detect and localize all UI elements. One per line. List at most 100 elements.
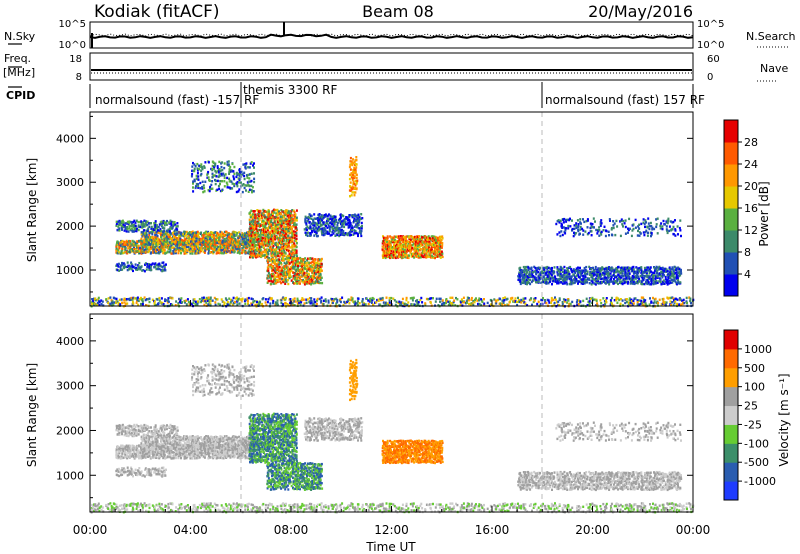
power-cell <box>145 245 148 248</box>
power-cell <box>194 243 197 246</box>
power-cell <box>237 244 240 248</box>
power-cell <box>126 264 129 267</box>
power-cell <box>321 281 324 285</box>
power-cell <box>281 271 284 274</box>
power-cell <box>571 279 574 282</box>
power-cell <box>164 232 167 235</box>
power-cell <box>642 270 645 274</box>
power-cell <box>236 185 239 188</box>
power-cell <box>357 234 359 238</box>
power-cell <box>294 214 297 218</box>
power-cell <box>171 231 174 235</box>
power-cell <box>347 221 350 225</box>
power-cell <box>311 265 314 269</box>
power-cell <box>223 233 226 237</box>
power-cell <box>229 179 232 183</box>
power-cell <box>273 231 276 234</box>
power-cell <box>263 254 266 257</box>
power-cell <box>261 254 264 257</box>
power-cell <box>120 264 122 267</box>
power-cell <box>324 213 327 216</box>
power-cell <box>270 266 273 270</box>
power-cell <box>247 243 250 246</box>
power-cell <box>300 275 303 278</box>
power-cell <box>255 232 258 236</box>
power-cell <box>276 211 279 215</box>
power-cell <box>177 246 180 249</box>
power-cell <box>234 241 237 244</box>
power-cell <box>293 258 296 261</box>
power-cell <box>307 272 310 276</box>
power-cell <box>420 254 423 257</box>
power-cell <box>202 190 205 194</box>
power-cell <box>249 253 252 256</box>
power-cell <box>219 180 222 183</box>
power-cell <box>343 225 346 229</box>
power-cell <box>272 239 275 243</box>
power-cell <box>387 249 390 252</box>
power-cell <box>265 244 268 248</box>
power-cell <box>291 232 294 235</box>
power-cell <box>400 236 403 240</box>
power-cell <box>289 222 292 225</box>
power-cell <box>249 227 252 230</box>
power-cell <box>295 274 298 277</box>
power-cell <box>158 248 160 251</box>
power-cell <box>161 230 164 233</box>
power-cell <box>294 230 297 234</box>
power-cell <box>290 279 293 282</box>
power-cell <box>147 241 150 244</box>
power-cell <box>167 242 170 245</box>
power-cell <box>204 249 207 252</box>
power-cell <box>272 236 274 240</box>
power-cell <box>287 219 290 223</box>
power-cell <box>406 248 409 251</box>
power-cell <box>192 240 195 243</box>
power-cell <box>414 244 417 247</box>
power-cell <box>272 272 274 276</box>
power-cell <box>197 233 199 236</box>
power-cell <box>275 225 277 228</box>
power-cell <box>561 282 564 285</box>
power-cell <box>231 243 234 246</box>
power-cell <box>386 248 389 251</box>
power-cell <box>400 250 403 254</box>
power-cell <box>256 248 259 251</box>
power-cell <box>580 271 583 274</box>
power-cell <box>195 233 198 237</box>
power-cell <box>540 276 543 279</box>
power-cell <box>209 236 212 240</box>
power-cell <box>256 255 259 258</box>
power-cell <box>235 242 238 245</box>
power-cell <box>525 268 528 272</box>
power-cell <box>273 211 276 214</box>
power-cell <box>276 272 279 275</box>
power-cell <box>131 247 133 251</box>
power-cell <box>280 221 282 224</box>
power-cell <box>247 180 250 183</box>
power-cell <box>129 246 132 249</box>
power-cell <box>173 248 176 251</box>
power-cell <box>385 238 388 241</box>
power-cell <box>192 169 194 173</box>
power-cell <box>286 224 289 227</box>
power-cell <box>209 187 211 190</box>
power-cell <box>408 247 410 250</box>
power-cell <box>382 246 385 249</box>
power-cell <box>165 240 167 243</box>
power-cell <box>285 238 288 241</box>
power-cell <box>283 225 286 229</box>
power-cell <box>653 271 656 274</box>
power-cell <box>320 214 323 217</box>
power-cell <box>172 224 175 227</box>
power-cell <box>265 253 268 256</box>
power-cell <box>403 254 406 257</box>
power-cell <box>288 216 291 219</box>
power-cell <box>278 258 281 261</box>
power-cell <box>137 228 140 232</box>
power-cell <box>320 224 323 227</box>
power-cell <box>547 282 550 285</box>
power-cell <box>195 185 197 188</box>
power-cell <box>121 268 124 271</box>
